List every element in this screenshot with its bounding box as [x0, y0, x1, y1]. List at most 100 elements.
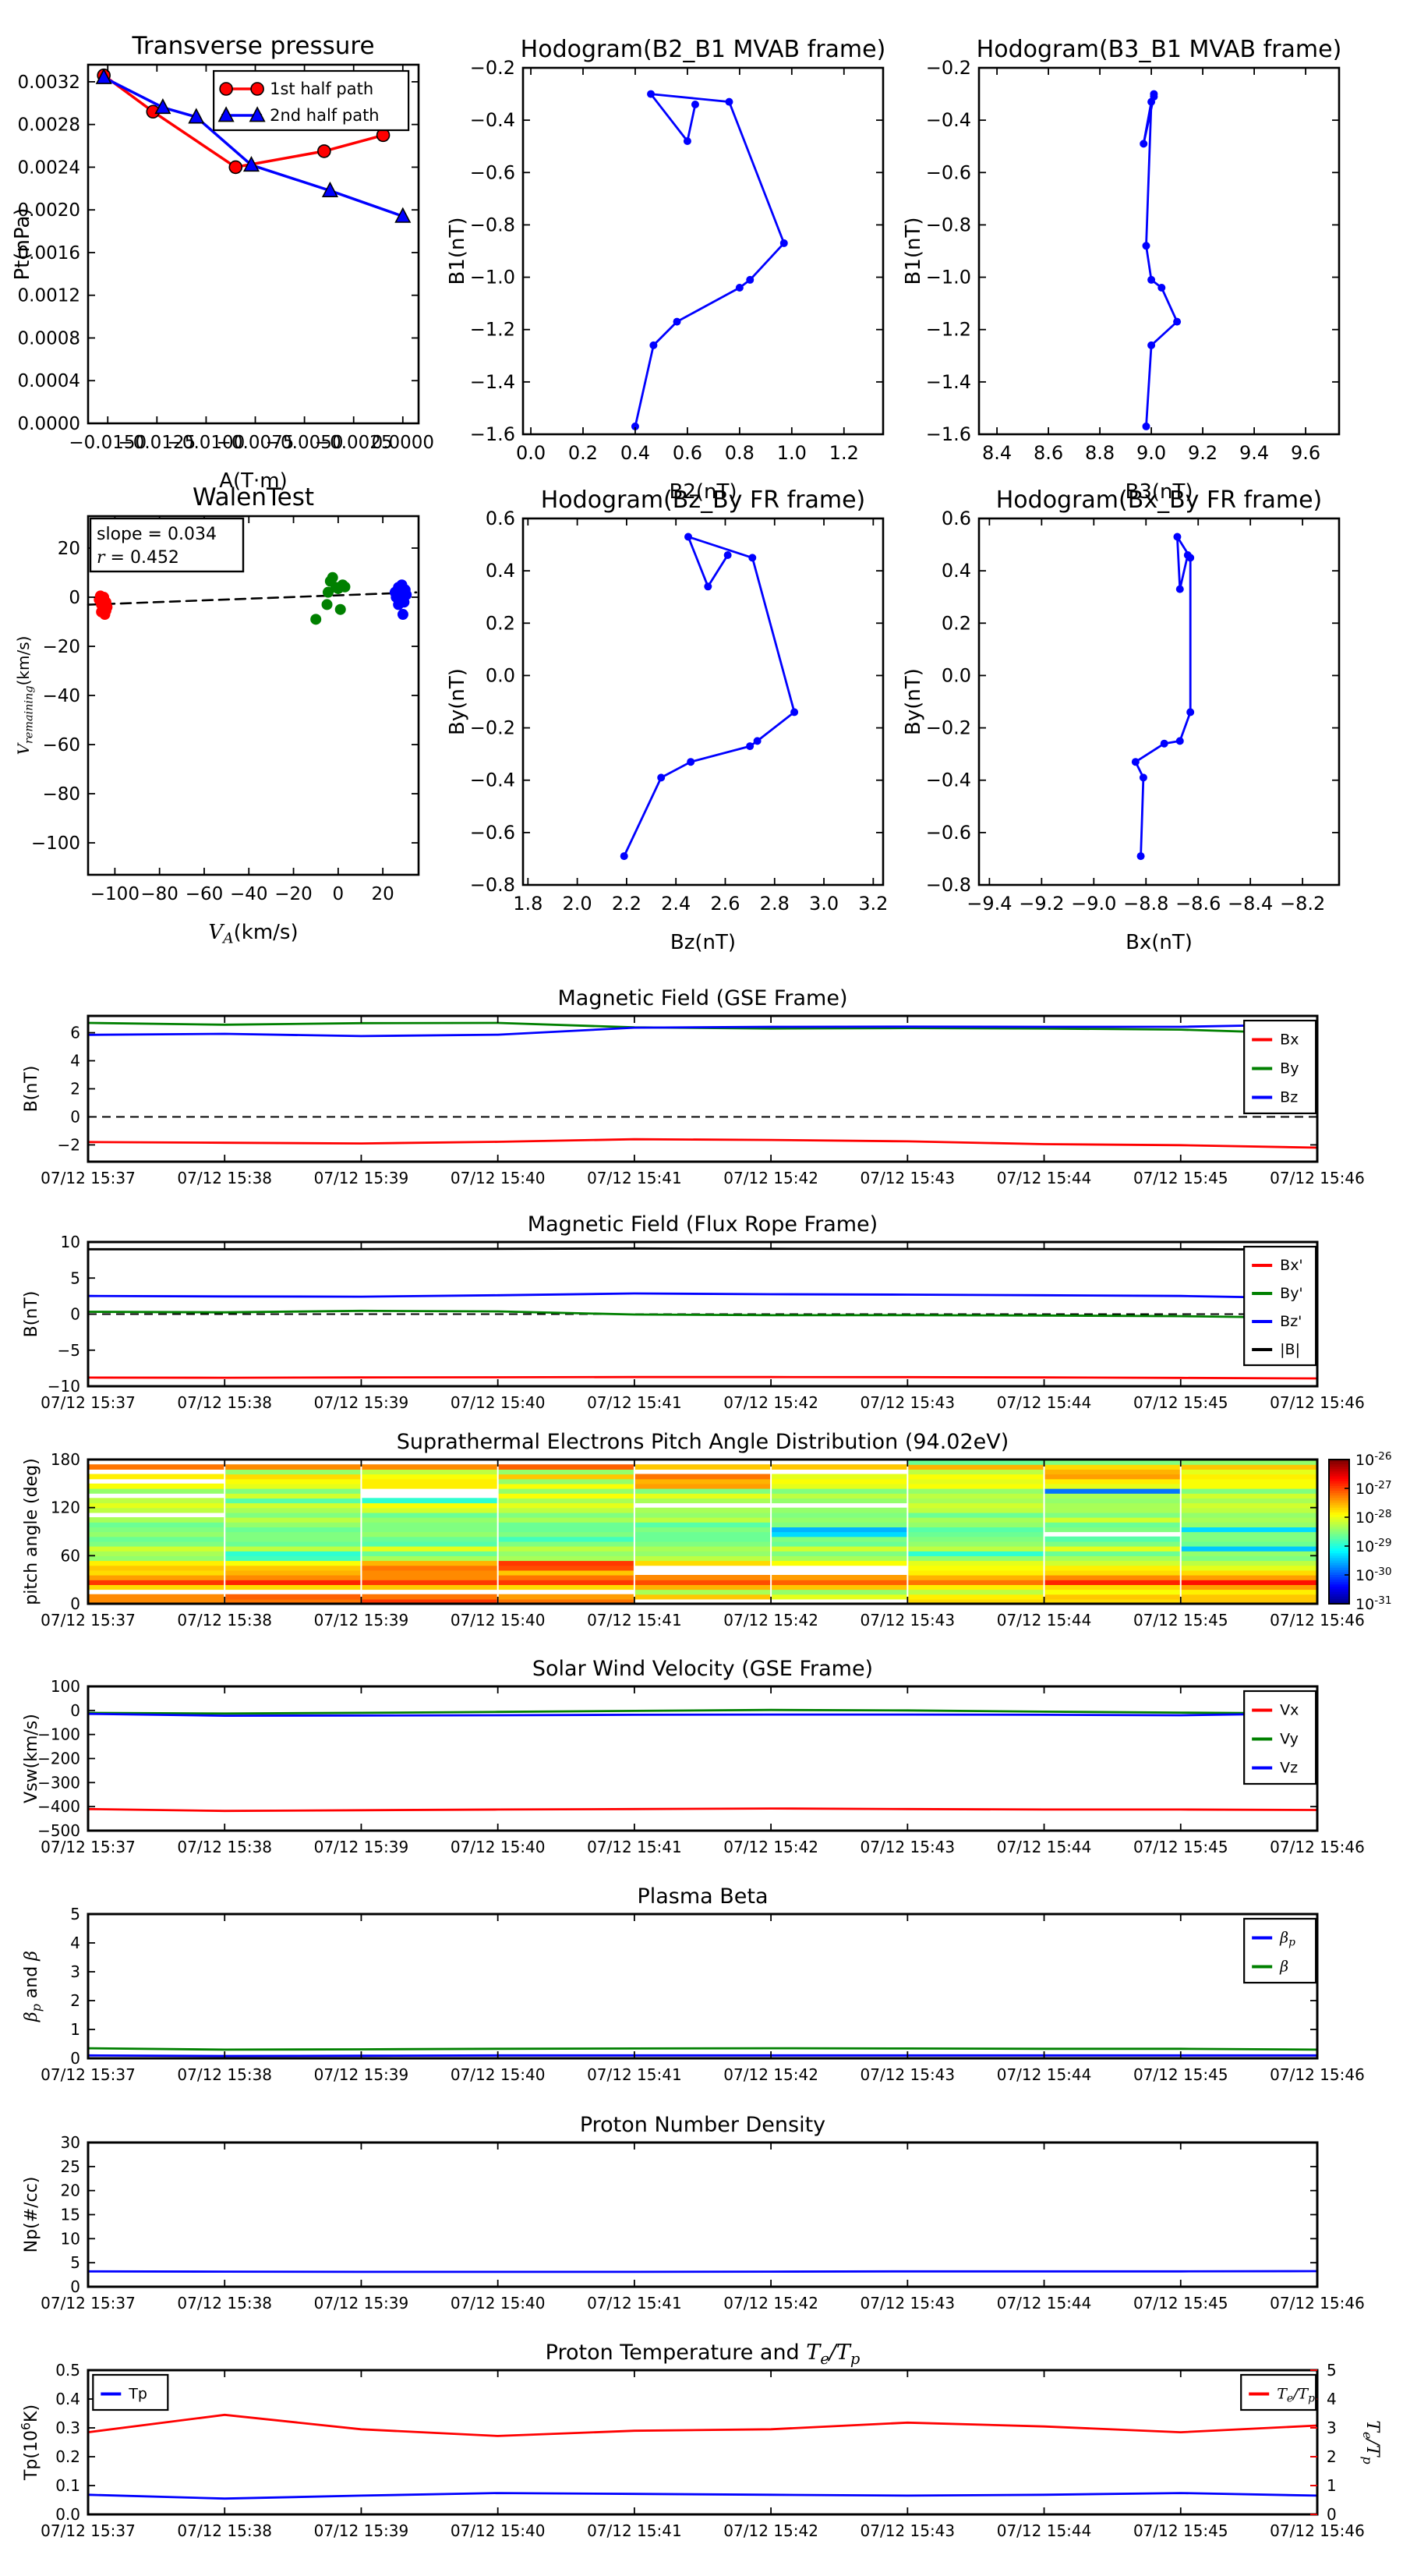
x-tick-label: 07/12 15:41: [587, 2521, 682, 2540]
x-tick-label: 07/12 15:39: [314, 2294, 409, 2312]
series-beta: [87, 2047, 1319, 2051]
y-tick-label: 0.2: [486, 612, 515, 634]
y-tick-label: −0.6: [470, 161, 515, 183]
x-tick-label: 2.2: [612, 893, 641, 915]
x-tick-label: 9.0: [1136, 442, 1166, 464]
x-tick-label: 07/12 15:42: [723, 1838, 818, 1856]
y-tick-label: −1.4: [926, 371, 971, 393]
axes-frame: [521, 66, 885, 436]
plasma-beta-title: Plasma Beta: [637, 1884, 768, 1909]
legend: Vx Vy Vz: [1243, 1690, 1317, 1785]
y-tick-label: 0: [70, 1701, 80, 1720]
y-tick-label: 3: [70, 1962, 80, 1981]
x-tick-label: −20: [274, 884, 313, 904]
x-axis-label: A(T·m): [219, 469, 288, 493]
x-tick-label: 07/12 15:45: [1133, 1611, 1228, 1629]
y-axis-label: B1(nT): [446, 217, 469, 285]
y-tick-label: 60: [61, 1546, 80, 1565]
y-axis-label: B(nT): [22, 1291, 41, 1338]
legend: 1st half path 2nd half path: [213, 69, 410, 132]
y-tick-label: −300: [37, 1773, 80, 1792]
axes-frame: [87, 2141, 1319, 2288]
legend-label: βp: [1279, 1930, 1295, 1949]
x-tick-label: 07/12 15:45: [1133, 1838, 1228, 1856]
x-tick-label: −0.0100: [168, 433, 246, 453]
y-tick-label: 5: [70, 1269, 80, 1287]
panel-hodogram-b3-b1: 8.4 8.6 8.8 9.0 9.2 9.4 9.6 −0.2 −0.4 −0.6 −0.8 −1.…: [902, 36, 1341, 504]
right-y-tick-label: 1: [1327, 2476, 1337, 2495]
x-tick-label: 9.6: [1291, 442, 1320, 464]
legend-label: |B|: [1280, 1341, 1300, 1358]
axes-frame: [521, 517, 885, 886]
y-tick-label: 10: [61, 1233, 80, 1251]
y-axis-label: By(nT): [446, 668, 469, 735]
x-tick-label: 07/12 15:46: [1270, 2294, 1365, 2312]
x-tick-label: −80: [140, 884, 178, 904]
y-axis-label: Tp(106K): [19, 2404, 41, 2481]
y-tick-label: −1.4: [470, 371, 515, 393]
series-bz-prime: [87, 1292, 1319, 1300]
y-tick-label: −40: [42, 686, 80, 706]
axis-ticks: [88, 65, 419, 424]
y-tick-label: 180: [51, 1450, 80, 1469]
y-axis-label: pitch angle (deg): [22, 1458, 41, 1605]
x-tick-label: 07/12 15:46: [1270, 2065, 1365, 2084]
x-tick-label: 07/12 15:41: [587, 2065, 682, 2084]
x-axis-label: B3(nT): [1125, 480, 1193, 504]
x-tick-label: 07/12 15:38: [177, 1393, 272, 1412]
series-beta-p: [87, 2054, 1319, 2058]
y-tick-label: −100: [37, 1725, 80, 1744]
panel-hodogram-b2-b1: 0.0 0.2 0.4 0.6 0.8 1.0 1.2 −0.2 −0.4 −0.6 −0.8 −1.…: [446, 36, 885, 504]
x-tick-label: −0.0075: [217, 433, 295, 453]
x-tick-label: −8.8: [1123, 893, 1168, 915]
x-tick-label: 07/12 15:37: [41, 1611, 136, 1629]
right-y-tick-label: 4: [1327, 2390, 1337, 2408]
x-tick-label: −0.0050: [266, 433, 344, 453]
panel-hodogram-bz-by: 1.8 2.0 2.2 2.4 2.6 2.8 3.0 3.2 0.6 0.4 0.2 0.0 −0.2…: [446, 487, 888, 954]
series-bz-by-path: [620, 533, 799, 861]
colorbar-tick-label: 10-29: [1355, 1537, 1392, 1555]
colorbar-tick-label: 10-30: [1355, 1566, 1392, 1584]
panel-walen-test: −100 −80 −60 −40 −20 0 20200−20−40−60−80−100VA…: [14, 483, 420, 947]
x-axis-label: B2(nT): [669, 480, 737, 504]
x-tick-label: 07/12 15:43: [861, 1169, 956, 1187]
y-tick-label: 0.0008: [18, 328, 80, 349]
panel-magnetic-field-gse: 07/12 15:37 07/12 15:38 07/12 15:39 07/12 1…: [22, 986, 1365, 1187]
series-walen-cluster-green: [310, 571, 351, 625]
y-tick-label: 5: [70, 1905, 80, 1923]
x-tick-label: 1.0: [777, 442, 807, 464]
y-tick-label: 6: [70, 1024, 80, 1042]
y-tick-label: 0.4: [55, 2390, 80, 2408]
y-tick-label: −60: [42, 735, 80, 755]
x-tick-label: 0.4: [620, 442, 650, 464]
x-tick-label: 8.6: [1034, 442, 1063, 464]
y-axis-label: B1(nT): [902, 217, 925, 285]
y-tick-label: 0.3: [55, 2419, 80, 2437]
axis-ticks: [523, 67, 883, 435]
y-tick-label: 120: [51, 1499, 80, 1517]
x-tick-label: 07/12 15:40: [451, 2065, 546, 2084]
colorbar-tick-label: 10-28: [1355, 1508, 1392, 1527]
y-tick-label: −1.6: [470, 423, 515, 445]
colorbar: 10-26 10-27 10-28 10-29 10-30 10-31: [1328, 1450, 1392, 1613]
legend: Bx By Bz: [1243, 1019, 1317, 1115]
series-np: [87, 2270, 1319, 2273]
x-tick-label: −0.0150: [69, 433, 147, 453]
x-tick-label: 07/12 15:38: [177, 2521, 272, 2540]
x-tick-label: 07/12 15:41: [587, 1611, 682, 1629]
series-te-tp-ratio: [87, 2413, 1319, 2437]
legend: Bx' By' Bz' |B|: [1243, 1245, 1317, 1367]
y-tick-label: −0.4: [926, 770, 971, 791]
right-y-axis-label: Te/Tp: [1360, 2420, 1382, 2464]
annotation-box: slope = 0.034 r = 0.452: [89, 517, 245, 573]
panel-proton-temperature: 07/12 15:37 07/12 15:38 07/12 15:39 07/12 1…: [19, 2341, 1382, 2540]
y-axis-label: B(nT): [22, 1066, 41, 1113]
y-tick-label: −500: [37, 1821, 80, 1840]
y-tick-label: 0.0000: [18, 414, 80, 434]
y-tick-label: −1.0: [926, 267, 971, 288]
x-tick-label: 07/12 15:44: [997, 2294, 1092, 2312]
y-tick-label: 0.4: [486, 560, 515, 582]
y-tick-label: 0.6: [486, 508, 515, 529]
axes-frame: [977, 66, 1341, 436]
